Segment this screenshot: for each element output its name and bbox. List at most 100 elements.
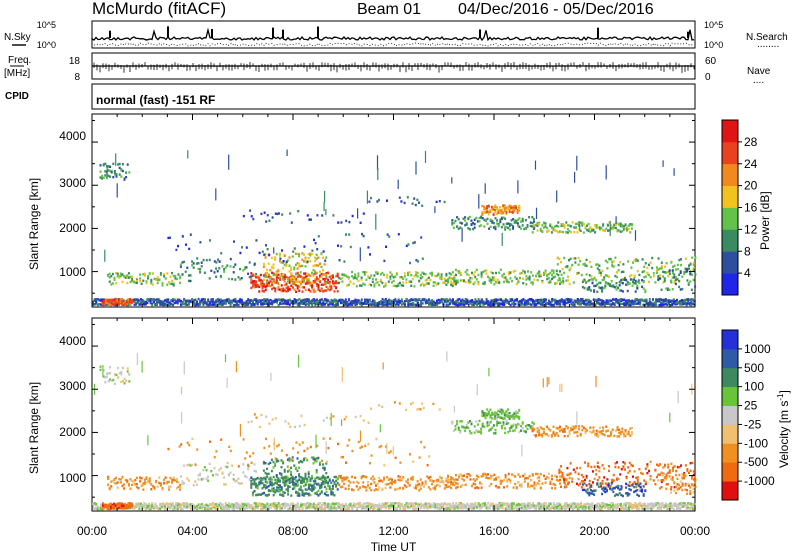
- echo-cell: [431, 299, 434, 302]
- echo-cell: [464, 270, 467, 274]
- echo-cell: [688, 302, 691, 305]
- echo-cell: [573, 502, 576, 505]
- echo-cell: [484, 502, 486, 505]
- echo-cell: [314, 299, 317, 302]
- echo-cell: [274, 212, 277, 215]
- echo-cell: [672, 272, 674, 275]
- echo-cell: [330, 302, 333, 305]
- echo-cell: [463, 301, 466, 304]
- echo-cell: [245, 300, 248, 304]
- echo-cell: [538, 223, 541, 226]
- echo-cell: [509, 277, 512, 280]
- echo-cell: [514, 275, 517, 279]
- echo-cell: [513, 221, 516, 224]
- echo-cell: [477, 282, 480, 286]
- echo-cell: [445, 298, 448, 301]
- echo-cell: [114, 303, 117, 307]
- echo-cell: [348, 503, 350, 506]
- echo-cell: [519, 302, 522, 305]
- echo-cell: [228, 507, 230, 510]
- echo-streak: [461, 227, 463, 242]
- echo-cell: [543, 273, 545, 276]
- nsearch-legend-dots: ........: [757, 39, 779, 50]
- echo-cell: [296, 252, 299, 256]
- echo-cell: [396, 507, 398, 511]
- echo-cell: [335, 275, 338, 278]
- echo-cell: [102, 375, 105, 378]
- echo-cell: [608, 299, 611, 302]
- echo-cell: [320, 275, 323, 278]
- echo-cell: [618, 302, 621, 305]
- echo-cell: [672, 298, 675, 301]
- nsearch-trace: [91, 42, 695, 47]
- echo-cell: [109, 366, 112, 369]
- echo-cell: [414, 203, 417, 207]
- echo-cell: [357, 505, 360, 509]
- echo-cell: [142, 273, 145, 276]
- echo-cell: [373, 299, 376, 303]
- echo-cell: [556, 263, 559, 266]
- echo-cell: [519, 503, 522, 506]
- echo-cell: [512, 225, 515, 228]
- echo-cell: [169, 236, 171, 239]
- echo-cell: [458, 301, 461, 305]
- echo-cell: [635, 259, 638, 263]
- echo-cell: [376, 271, 379, 274]
- echo-cell: [170, 502, 173, 505]
- echo-cell: [244, 503, 246, 506]
- echo-cell: [95, 504, 98, 507]
- echo-cell: [623, 302, 626, 305]
- echo-cell: [588, 303, 590, 306]
- echo-cell: [513, 206, 516, 209]
- echo-cell: [486, 207, 489, 210]
- echo-cell: [308, 506, 310, 510]
- echo-cell: [317, 235, 320, 238]
- echo-cell: [412, 298, 414, 302]
- echo-cell: [364, 502, 366, 505]
- echo-cell: [432, 506, 435, 509]
- echo-cell: [264, 288, 267, 292]
- echo-cell: [424, 298, 427, 302]
- echo-cell: [413, 303, 416, 306]
- echo-cell: [459, 221, 462, 224]
- echo-cell: [306, 279, 309, 282]
- echo-cell: [274, 299, 277, 302]
- echo-cell: [461, 279, 464, 282]
- echo-cell: [373, 274, 376, 277]
- echo-cell: [415, 303, 418, 307]
- echo-cell: [340, 507, 342, 510]
- echo-cell: [240, 502, 243, 505]
- echo-cell: [250, 215, 253, 218]
- echo-cell: [184, 270, 187, 273]
- echo-cell: [258, 279, 261, 282]
- echo-cell: [504, 507, 507, 511]
- echo-cell: [480, 505, 483, 508]
- echo-cell: [511, 302, 514, 305]
- echo-cell: [286, 259, 289, 262]
- echo-cell: [157, 301, 160, 304]
- echo-cell: [514, 299, 517, 302]
- echo-cell: [224, 503, 227, 507]
- echo-cell: [487, 213, 490, 216]
- echo-cell: [452, 302, 454, 305]
- echo-cell: [692, 302, 694, 305]
- power-ylabel: Slant Range [km]: [27, 178, 41, 270]
- echo-cell: [424, 283, 427, 286]
- echo-cell: [660, 264, 663, 268]
- echo-cell: [304, 276, 307, 280]
- echo-cell: [434, 274, 437, 278]
- echo-cell: [113, 173, 116, 176]
- echo-cell: [471, 299, 474, 302]
- echo-cell: [242, 302, 245, 305]
- echo-cell: [157, 299, 160, 302]
- echo-cell: [315, 253, 318, 256]
- echo-cell: [498, 281, 501, 285]
- echo-cell: [688, 298, 691, 302]
- echo-cell: [501, 275, 504, 278]
- echo-cell: [657, 257, 660, 260]
- echo-cell: [293, 276, 296, 279]
- echo-cell: [644, 262, 647, 265]
- echo-cell: [514, 269, 517, 273]
- echo-cell: [328, 280, 331, 284]
- echo-cell: [612, 302, 614, 305]
